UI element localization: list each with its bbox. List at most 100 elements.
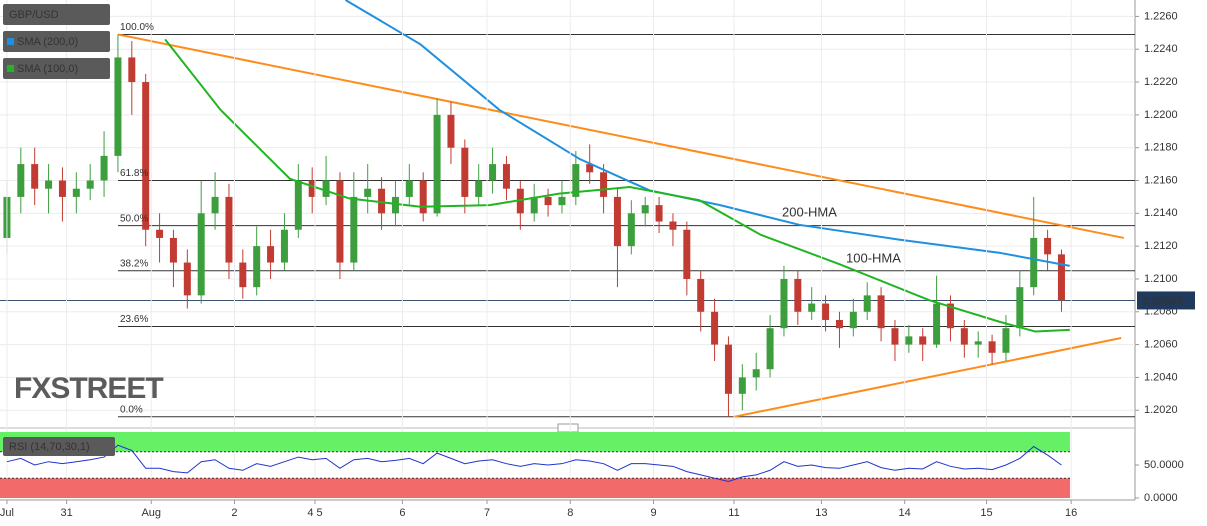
x-tick-label: 4 5 <box>307 507 322 519</box>
candle-body <box>1002 328 1010 353</box>
candle-body <box>100 155 108 181</box>
y-tick-label: 1.2040 <box>1144 371 1178 383</box>
candle-body <box>17 164 25 197</box>
candle-body <box>544 196 552 206</box>
candle-body <box>822 303 830 320</box>
legend-label: RSI (14,70,30,1) <box>9 441 90 453</box>
legend-label: SMA (200,0) <box>17 36 78 48</box>
candle-body <box>72 188 80 197</box>
candle-body <box>156 229 164 238</box>
candle-body <box>447 114 455 148</box>
candle-body <box>350 196 358 263</box>
x-tick-label: 2 <box>231 507 237 519</box>
candle-body <box>267 246 275 263</box>
candle-body <box>586 164 594 173</box>
candle-body <box>378 188 386 214</box>
y-tick-label: 1.2260 <box>1144 10 1178 22</box>
fib-label: 100.0% <box>120 22 154 33</box>
x-tick-label: Jul <box>0 507 14 519</box>
candle-body <box>891 328 899 345</box>
candle-body <box>600 172 608 197</box>
candle-body <box>1057 254 1065 301</box>
legend-box <box>3 4 110 25</box>
x-tick-label: 11 <box>728 507 739 519</box>
legend-box <box>3 31 110 52</box>
candle-body <box>391 196 399 214</box>
candle-body <box>433 114 441 214</box>
candle-body <box>419 180 427 214</box>
candle-body <box>669 221 677 230</box>
candle-body <box>946 303 954 329</box>
candle-body <box>364 188 372 197</box>
candle-body <box>919 336 927 345</box>
candle-body <box>239 262 247 288</box>
candle-body <box>641 205 649 214</box>
y-tick-label: 1.2100 <box>1144 273 1178 285</box>
y-tick-label: 50.0000 <box>1144 459 1184 471</box>
candle-body <box>794 278 802 312</box>
trend-line <box>117 33 1125 239</box>
candle-body <box>711 311 719 345</box>
rsi-line <box>6 444 1062 483</box>
legend-box <box>3 437 115 456</box>
fib-label: 38.2% <box>120 258 148 269</box>
y-tick-label: 1.2120 <box>1144 240 1178 252</box>
candle-body <box>45 180 53 189</box>
x-tick-label: 16 <box>1065 507 1077 519</box>
candle-body <box>738 377 746 394</box>
candle-body <box>766 328 774 370</box>
candle-body <box>1016 287 1024 329</box>
candle-body <box>197 213 205 296</box>
candle-body <box>253 246 261 288</box>
main-panel <box>0 0 1135 418</box>
fib-label: 50.0% <box>120 213 148 224</box>
candle-body <box>1030 237 1038 288</box>
watermark: FXSTREET <box>14 372 163 405</box>
y-tick-label: 1.2200 <box>1144 109 1178 121</box>
candle-body <box>280 229 288 263</box>
series-annotation: 200-HMA <box>782 204 837 219</box>
moving-average-line <box>164 38 1070 333</box>
candle-body <box>572 164 580 197</box>
y-tick-label: 1.2140 <box>1144 207 1178 219</box>
candle-body <box>863 295 871 312</box>
candle-body <box>835 319 843 329</box>
x-tick-label: 9 <box>650 507 656 519</box>
candle-body <box>31 164 39 189</box>
candle-body <box>502 164 510 189</box>
overbought-zone <box>0 432 1070 452</box>
candle-body <box>655 205 663 222</box>
legend-swatch <box>7 38 14 45</box>
candle-body <box>169 237 177 263</box>
y-tick-label: 1.2060 <box>1144 339 1178 351</box>
candle-body <box>225 196 233 263</box>
y-tick-label: 0.0000 <box>1144 492 1178 504</box>
candle-body <box>849 311 857 329</box>
last-price-tag <box>1137 291 1195 310</box>
candle-body <box>142 82 150 230</box>
candle-body <box>114 57 122 156</box>
x-tick-label: 15 <box>980 507 992 519</box>
candle-body <box>405 180 413 197</box>
x-tick-label: 6 <box>399 507 405 519</box>
legend-label: GBP/USD <box>9 9 59 21</box>
legend-swatch <box>7 65 14 72</box>
candle-body <box>627 213 635 247</box>
plot: 1.20201.20401.20601.20801.21001.21201.21… <box>0 0 1195 519</box>
candle-body <box>752 369 760 378</box>
candle-body <box>960 328 968 345</box>
series-annotation: 100-HMA <box>846 250 901 265</box>
x-tick-label: Aug <box>141 507 161 519</box>
candle-body <box>933 303 941 345</box>
candle-body <box>58 180 66 197</box>
legend-label: SMA (100,0) <box>17 63 78 75</box>
y-tick-label: 1.2220 <box>1144 76 1178 88</box>
x-tick-label: 13 <box>815 507 827 519</box>
fib-label: 61.8% <box>120 168 148 179</box>
candle-body <box>558 196 566 206</box>
candle-body <box>489 164 497 181</box>
last-price-label: 1.20869 <box>1143 295 1183 307</box>
candle-body <box>724 344 732 394</box>
divider-handle[interactable] <box>557 423 579 433</box>
